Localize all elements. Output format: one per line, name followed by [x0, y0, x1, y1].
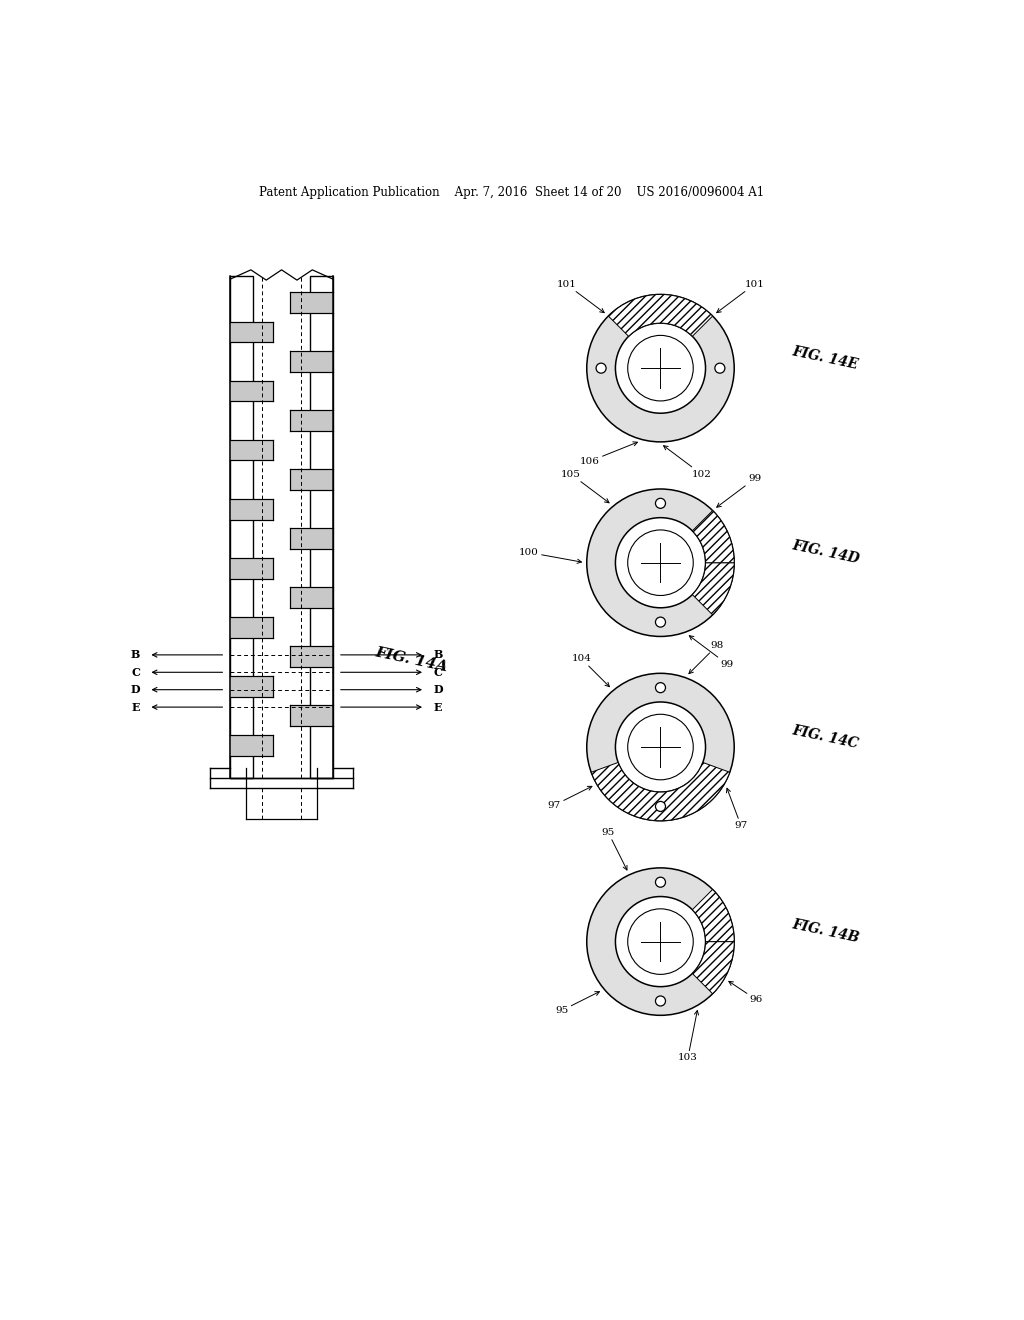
Circle shape	[655, 499, 666, 508]
Circle shape	[715, 363, 725, 374]
Text: 99: 99	[717, 474, 761, 507]
Text: 95: 95	[601, 828, 627, 870]
Wedge shape	[692, 890, 734, 941]
Circle shape	[596, 363, 606, 374]
Circle shape	[587, 488, 734, 636]
Bar	[230, 616, 273, 638]
Text: FIG. 14D: FIG. 14D	[791, 539, 861, 566]
Bar	[290, 528, 333, 549]
Circle shape	[628, 714, 693, 780]
Bar	[290, 351, 333, 372]
Wedge shape	[608, 294, 713, 337]
Text: FIG. 14E: FIG. 14E	[791, 345, 859, 372]
Text: E: E	[132, 702, 140, 713]
Text: 103: 103	[678, 1011, 698, 1063]
Circle shape	[628, 335, 693, 401]
Circle shape	[628, 529, 693, 595]
Bar	[230, 440, 273, 461]
Text: 96: 96	[729, 981, 763, 1005]
Wedge shape	[591, 763, 730, 821]
Circle shape	[615, 896, 706, 986]
Bar	[310, 276, 333, 777]
Circle shape	[587, 294, 734, 442]
Text: D: D	[131, 684, 140, 696]
Circle shape	[615, 323, 706, 413]
Text: 95: 95	[555, 991, 599, 1015]
Circle shape	[615, 702, 706, 792]
Text: 105: 105	[561, 470, 609, 503]
Circle shape	[655, 878, 666, 887]
Circle shape	[655, 997, 666, 1006]
Circle shape	[655, 682, 666, 693]
Bar	[290, 587, 333, 609]
Circle shape	[655, 801, 666, 812]
Text: E: E	[433, 702, 441, 713]
Text: 106: 106	[580, 442, 637, 466]
Bar	[230, 676, 273, 697]
Text: FIG. 14C: FIG. 14C	[791, 723, 860, 751]
Bar	[230, 735, 273, 755]
Bar	[290, 470, 333, 490]
Bar	[230, 322, 273, 342]
Circle shape	[587, 867, 734, 1015]
Circle shape	[655, 616, 666, 627]
Text: D: D	[433, 684, 442, 696]
Circle shape	[587, 673, 734, 821]
Text: 97: 97	[726, 788, 748, 830]
Text: 102: 102	[664, 446, 712, 479]
Bar	[230, 380, 273, 401]
Text: 101: 101	[717, 280, 765, 313]
Text: 97: 97	[548, 787, 592, 809]
Text: 101: 101	[556, 280, 604, 313]
Bar	[230, 499, 273, 520]
Text: B: B	[131, 649, 140, 660]
Bar	[290, 705, 333, 726]
Circle shape	[628, 909, 693, 974]
Text: C: C	[131, 667, 140, 677]
Text: C: C	[433, 667, 442, 677]
Text: Patent Application Publication    Apr. 7, 2016  Sheet 14 of 20    US 2016/009600: Patent Application Publication Apr. 7, 2…	[259, 186, 765, 198]
Bar	[290, 292, 333, 313]
Text: FIG. 14B: FIG. 14B	[791, 917, 860, 945]
Wedge shape	[692, 941, 734, 994]
Wedge shape	[692, 562, 734, 615]
Bar	[230, 276, 253, 777]
Bar	[290, 411, 333, 430]
Bar	[230, 558, 273, 578]
Text: FIG. 14A: FIG. 14A	[374, 645, 450, 675]
Wedge shape	[692, 511, 734, 562]
Bar	[290, 647, 333, 667]
Text: B: B	[433, 649, 442, 660]
Text: 99: 99	[689, 636, 734, 669]
Text: 100: 100	[519, 548, 582, 564]
Text: 104: 104	[571, 655, 609, 686]
Text: 98: 98	[689, 642, 724, 673]
Circle shape	[615, 517, 706, 607]
